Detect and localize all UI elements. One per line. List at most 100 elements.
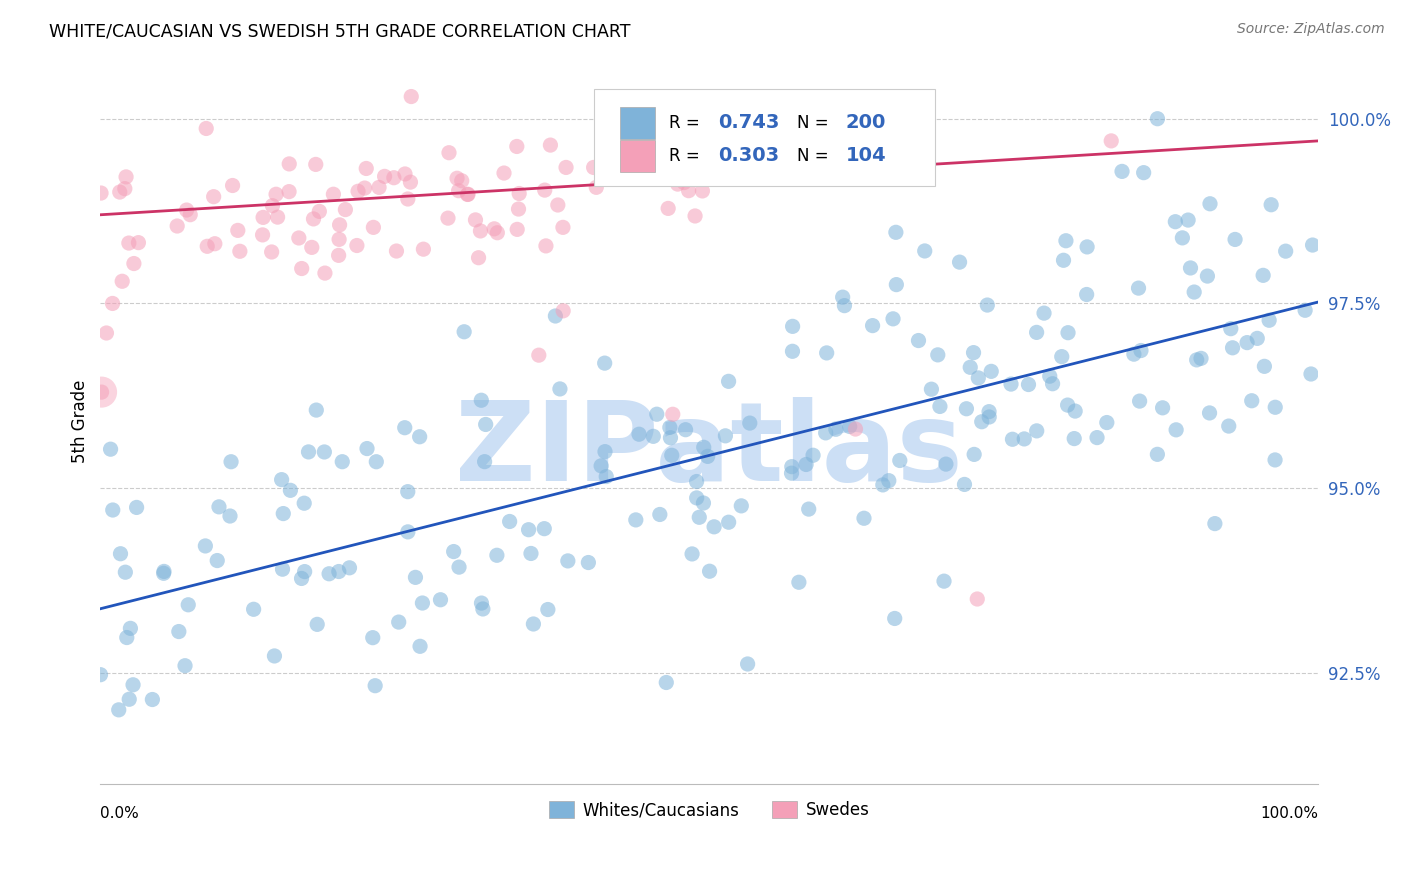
Point bbox=[388, 615, 411, 629]
Point bbox=[464, 213, 486, 227]
Point bbox=[262, 199, 284, 213]
Point bbox=[429, 592, 451, 607]
Point bbox=[474, 455, 496, 469]
Point bbox=[780, 466, 803, 480]
Point bbox=[110, 547, 132, 561]
Point bbox=[935, 457, 957, 471]
Point bbox=[356, 442, 378, 456]
Point bbox=[533, 183, 555, 197]
Point bbox=[195, 239, 218, 253]
Point bbox=[1219, 321, 1241, 335]
Point bbox=[278, 185, 301, 199]
Point bbox=[108, 185, 131, 199]
Point bbox=[537, 602, 560, 616]
Point bbox=[730, 499, 752, 513]
Point bbox=[929, 400, 952, 414]
Point bbox=[1057, 326, 1080, 340]
Point bbox=[263, 648, 285, 663]
Point bbox=[738, 416, 761, 430]
Point bbox=[328, 248, 350, 262]
Point bbox=[527, 348, 550, 362]
Point bbox=[208, 500, 231, 514]
Point bbox=[692, 138, 714, 153]
Point bbox=[457, 187, 479, 202]
Point bbox=[152, 566, 174, 581]
Point bbox=[976, 298, 998, 312]
Point bbox=[862, 318, 884, 333]
Point bbox=[717, 375, 740, 389]
Point bbox=[797, 502, 820, 516]
FancyBboxPatch shape bbox=[593, 88, 935, 186]
Point bbox=[1198, 406, 1220, 420]
Point bbox=[1177, 213, 1199, 227]
Point bbox=[883, 611, 905, 625]
Point bbox=[1197, 268, 1219, 283]
Point bbox=[447, 560, 470, 574]
Point bbox=[962, 345, 984, 359]
Point bbox=[107, 703, 129, 717]
Point bbox=[122, 678, 145, 692]
Point bbox=[174, 658, 197, 673]
Point bbox=[204, 236, 226, 251]
Point bbox=[115, 631, 138, 645]
Point bbox=[447, 184, 470, 198]
Point bbox=[96, 326, 118, 340]
Point bbox=[1054, 234, 1077, 248]
Point bbox=[446, 171, 468, 186]
Point bbox=[678, 184, 700, 198]
Point bbox=[673, 176, 696, 190]
Point bbox=[1042, 376, 1064, 391]
Point bbox=[696, 450, 718, 464]
Point bbox=[470, 393, 492, 408]
Point bbox=[1204, 516, 1226, 531]
Point bbox=[1052, 253, 1074, 268]
Text: R =: R = bbox=[669, 147, 706, 165]
Point bbox=[385, 244, 408, 258]
Point bbox=[194, 539, 217, 553]
Point bbox=[229, 244, 252, 259]
Point bbox=[692, 496, 714, 510]
Point bbox=[533, 522, 555, 536]
Point bbox=[782, 344, 804, 359]
Point bbox=[872, 478, 894, 492]
Point bbox=[907, 334, 929, 348]
Point bbox=[1240, 393, 1263, 408]
Point bbox=[202, 189, 225, 203]
Point bbox=[308, 204, 330, 219]
Point bbox=[1025, 424, 1047, 438]
Point bbox=[688, 510, 710, 524]
Point bbox=[1132, 166, 1154, 180]
Point bbox=[264, 187, 287, 202]
Point bbox=[1128, 281, 1150, 295]
Point bbox=[834, 299, 856, 313]
Text: 200: 200 bbox=[846, 113, 886, 132]
Point bbox=[506, 139, 529, 153]
Point bbox=[683, 209, 706, 223]
Point bbox=[305, 157, 328, 171]
Point bbox=[675, 423, 697, 437]
Point bbox=[1246, 331, 1268, 345]
Point bbox=[114, 565, 136, 579]
Point bbox=[815, 346, 838, 360]
Point bbox=[538, 138, 561, 153]
Text: 0.303: 0.303 bbox=[718, 146, 779, 165]
Point bbox=[90, 385, 112, 400]
Point bbox=[166, 219, 188, 233]
Point bbox=[1199, 196, 1222, 211]
Point bbox=[977, 404, 1000, 418]
Point bbox=[260, 244, 283, 259]
Point bbox=[179, 208, 201, 222]
Point bbox=[1017, 377, 1039, 392]
Point bbox=[657, 202, 679, 216]
Point bbox=[252, 211, 274, 225]
Point bbox=[544, 309, 567, 323]
Point bbox=[555, 161, 578, 175]
Point bbox=[366, 455, 388, 469]
Point bbox=[662, 407, 685, 421]
Point bbox=[648, 508, 671, 522]
Point bbox=[966, 592, 988, 607]
Text: N =: N = bbox=[797, 147, 834, 165]
Point bbox=[1185, 352, 1208, 367]
Point bbox=[576, 556, 599, 570]
Point bbox=[291, 261, 314, 276]
